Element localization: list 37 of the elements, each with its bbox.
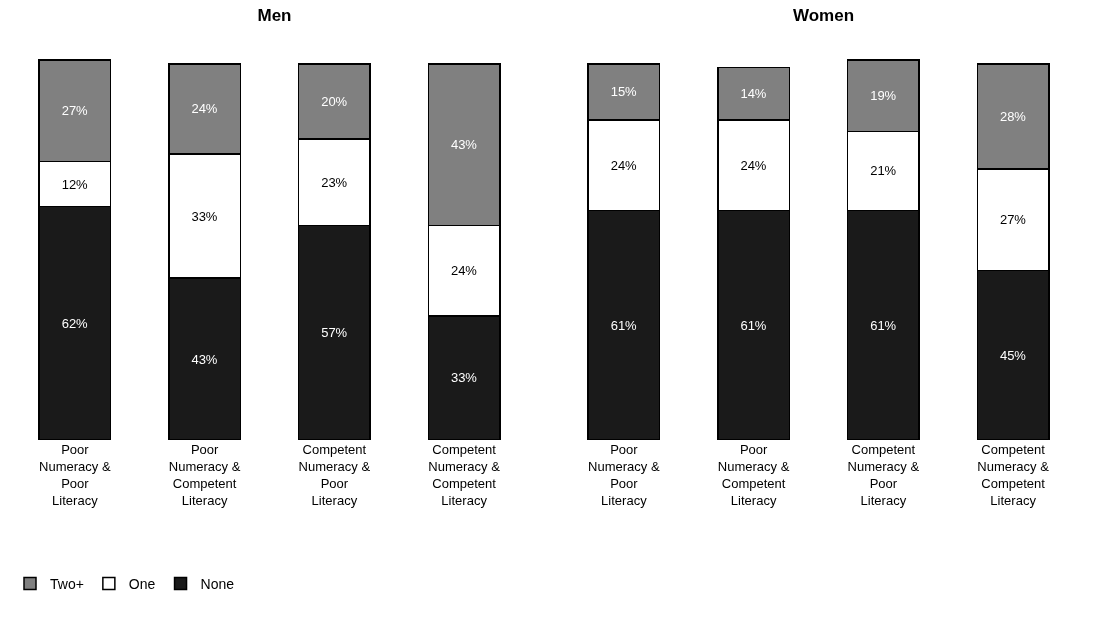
data-label: 24% xyxy=(740,157,767,173)
data-label: 43% xyxy=(450,137,478,153)
legend-label: One xyxy=(128,576,156,593)
data-label: 14% xyxy=(740,86,767,102)
data-label: 27% xyxy=(999,212,1027,228)
data-label: 33% xyxy=(191,208,218,224)
chart-title: Men xyxy=(257,6,292,26)
x-tick-label: Competent Numeracy & Poor Literacy xyxy=(298,442,371,508)
data-label: 33% xyxy=(450,370,478,386)
x-tick-label: Poor Numeracy & Poor Literacy xyxy=(39,442,111,508)
legend-label: None xyxy=(200,576,235,593)
data-label: 27% xyxy=(61,103,89,119)
data-label: 24% xyxy=(191,101,218,117)
data-label: 43% xyxy=(191,351,218,367)
data-label: 45% xyxy=(999,347,1027,363)
data-label: 15% xyxy=(610,84,638,100)
data-label: 23% xyxy=(321,174,348,190)
x-tick-label: Competent Numeracy & Competent Literacy xyxy=(428,442,501,508)
data-label: 12% xyxy=(61,176,89,192)
data-label: 24% xyxy=(610,157,638,173)
x-tick-label: Competent Numeracy & Poor Literacy xyxy=(847,442,920,508)
legend-label: Two+ xyxy=(50,576,84,593)
data-label: 28% xyxy=(999,108,1027,124)
data-label: 61% xyxy=(740,317,767,333)
data-label: 24% xyxy=(450,263,478,279)
x-tick-label: Poor Numeracy & Competent Literacy xyxy=(168,442,241,508)
data-label: 19% xyxy=(870,88,897,104)
data-label: 21% xyxy=(870,163,897,179)
x-tick-label: Poor Numeracy & Poor Literacy xyxy=(588,442,660,508)
x-tick-label: Poor Numeracy & Competent Literacy xyxy=(717,442,790,508)
data-label: 20% xyxy=(321,93,348,109)
x-tick-label: Competent Numeracy & Competent Literacy xyxy=(977,442,1050,508)
data-label: 57% xyxy=(321,325,348,341)
data-label: 61% xyxy=(870,317,897,333)
data-label: 62% xyxy=(61,315,89,331)
data-label: 61% xyxy=(610,317,638,333)
chart-title: Women xyxy=(792,6,855,26)
